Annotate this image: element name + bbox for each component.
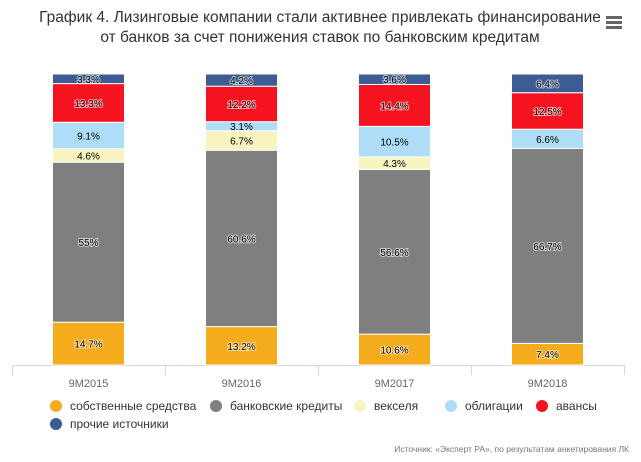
bar-segment — [511, 73, 584, 94]
legend-label: авансы — [556, 399, 597, 413]
data-label: 60.6% — [227, 234, 255, 245]
data-label: 66.7% — [533, 242, 561, 253]
bar-segment — [205, 149, 278, 328]
title-line-1: График 4. Лизинговые компании стали акти… — [39, 9, 601, 26]
bar-segment — [52, 161, 125, 323]
bar-segment — [358, 168, 431, 335]
legend-item[interactable]: банковские кредиты — [210, 399, 342, 413]
data-label: 9.1% — [77, 132, 100, 143]
data-label: 56.6% — [380, 248, 408, 259]
legend-label: векселя — [374, 399, 419, 413]
data-label: 4.2% — [230, 76, 253, 87]
data-label: 3.3% — [77, 75, 100, 86]
data-label: 3.6% — [383, 75, 406, 86]
bar-segment — [358, 333, 431, 366]
data-label: 13.2% — [227, 342, 255, 353]
bar-segment — [52, 121, 125, 150]
source-note: Источник: «Эксперт РА», по результатам а… — [394, 444, 629, 454]
data-label: 6.6% — [536, 135, 559, 146]
legend-item[interactable]: собственные средства — [50, 399, 196, 413]
bar-segment — [358, 125, 431, 158]
bar-segment — [511, 148, 584, 344]
data-label: 12.2% — [227, 100, 255, 111]
data-label: 6.4% — [536, 79, 559, 90]
bar-segment — [52, 73, 125, 85]
title-line-2: от банков за счет понижения ставок по ба… — [100, 29, 540, 46]
bar-segment — [358, 73, 431, 85]
bar-segment — [511, 92, 584, 130]
data-label: 14.4% — [380, 101, 408, 112]
data-label: 12.5% — [533, 107, 561, 118]
data-label: 4.3% — [383, 159, 406, 170]
bar-segment — [52, 321, 125, 366]
legend-label: банковские кредиты — [230, 399, 343, 413]
x-tick-label: 9М2018 — [528, 378, 568, 390]
legend-marker — [50, 418, 62, 430]
bar-segment — [205, 326, 278, 366]
legend-marker — [50, 400, 62, 412]
legend-marker — [536, 400, 548, 412]
legend-item[interactable]: прочие источники — [50, 417, 169, 431]
legend-label: прочие источники — [70, 417, 169, 431]
legend-marker — [445, 400, 457, 412]
x-tick-label: 9М2016 — [222, 378, 262, 390]
data-label: 6.7% — [230, 136, 253, 147]
data-label: 4.6% — [77, 151, 100, 162]
x-tick-label: 9М2017 — [375, 378, 415, 390]
legend-marker — [354, 400, 366, 412]
bar-segment — [358, 83, 431, 127]
legend-label: собственные средства — [70, 399, 197, 413]
legend-label: облигации — [465, 399, 523, 413]
legend-item[interactable]: векселя — [354, 399, 418, 413]
data-label: 55% — [78, 238, 98, 249]
hamburger-menu-icon[interactable] — [604, 14, 624, 34]
bar-segment — [205, 73, 278, 87]
legend-item[interactable]: облигации — [445, 399, 523, 413]
x-tick-label: 9М2015 — [69, 378, 109, 390]
data-label: 7.4% — [536, 350, 559, 361]
data-label: 3.1% — [230, 122, 253, 133]
data-label: 10.5% — [380, 138, 408, 149]
chart-title: График 4. Лизинговые компании стали акти… — [20, 8, 620, 48]
data-label: 14.7% — [74, 340, 102, 351]
data-label: 13.3% — [74, 99, 102, 110]
legend-item[interactable]: авансы — [536, 399, 597, 413]
data-label: 10.6% — [380, 346, 408, 357]
legend-marker — [210, 400, 222, 412]
